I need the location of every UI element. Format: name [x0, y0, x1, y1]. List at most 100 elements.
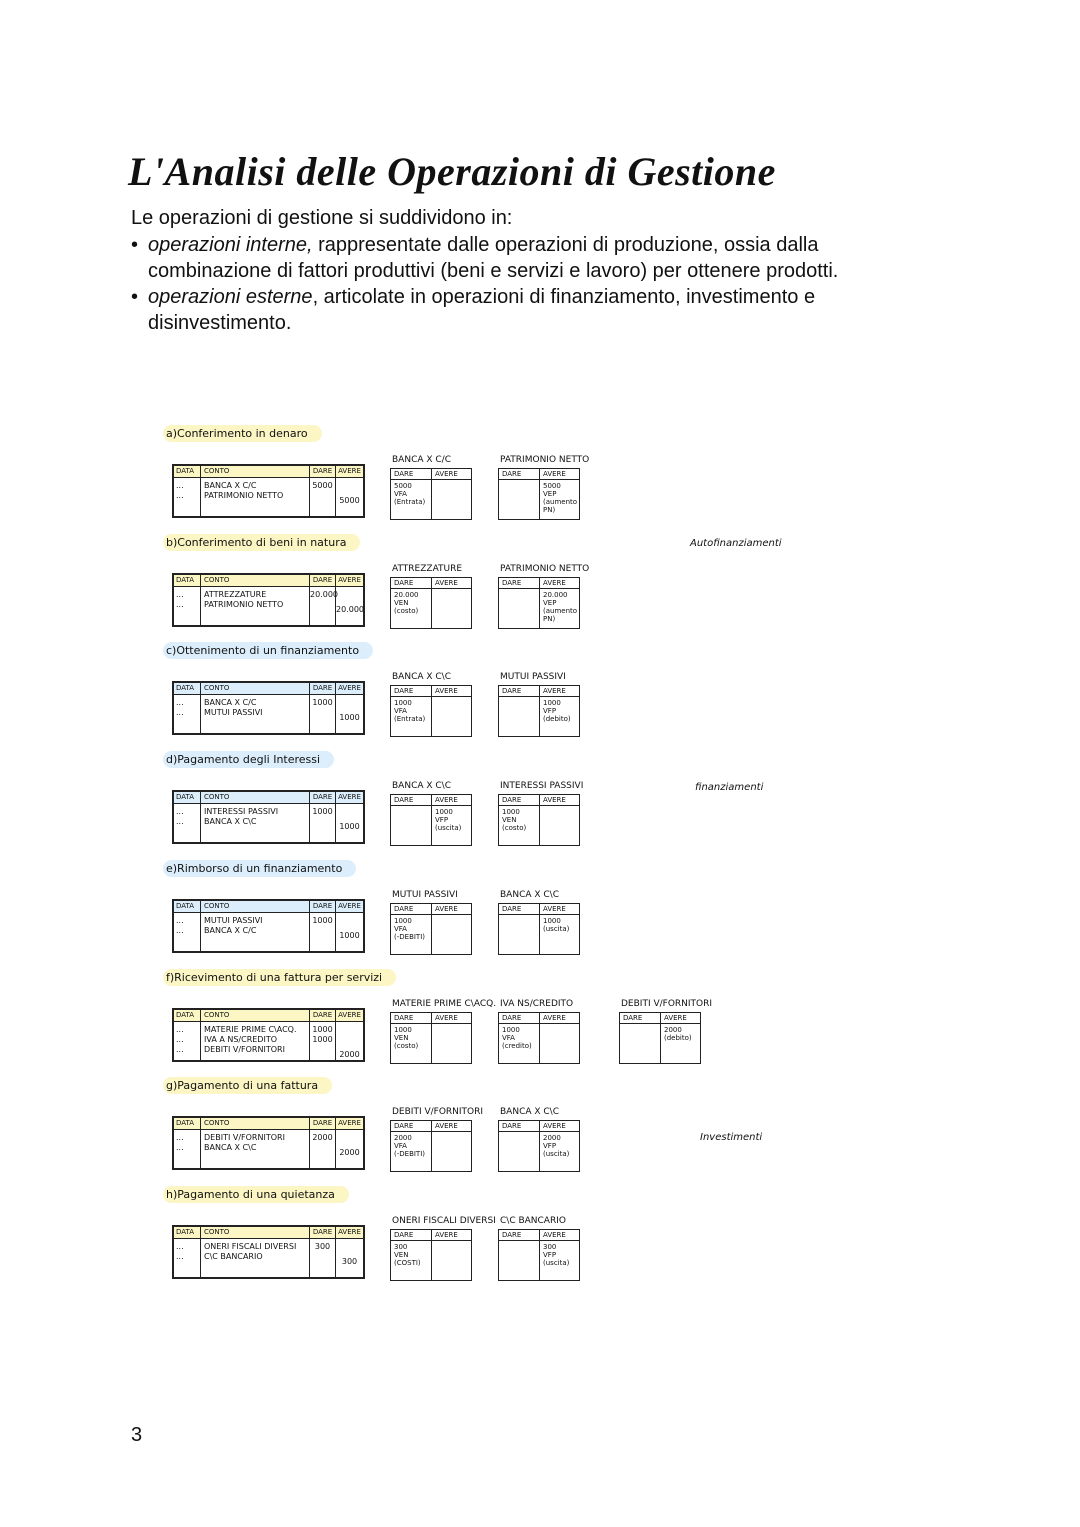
t-account-avere [431, 697, 471, 737]
journal-cell: BANCA X C/C [201, 698, 310, 709]
journal-cell: MATERIE PRIME C\ACQ. [201, 1024, 310, 1035]
t-account-title: ONERI FISCALI DIVERSI [392, 1215, 496, 1226]
t-account-header: DARE AVERE [391, 469, 471, 480]
journal-cell [310, 708, 336, 719]
t-account-header: DARE AVERE [499, 577, 579, 589]
t-account-header-cell: DARE [502, 687, 522, 696]
t-account-entry: VEN [394, 598, 409, 607]
journal-cell [336, 1025, 363, 1035]
t-account-entry: (COSTI) [394, 1258, 421, 1267]
t-account-header: DARE AVERE [499, 795, 579, 807]
bullet-emphasis: operazioni esterne [148, 286, 313, 308]
t-account-title: DEBITI V/FORNITORI [392, 1107, 484, 1118]
t-account-body: 2000 VFP (uscita) [499, 1132, 579, 1172]
t-account-title: PATRIMONIO NETTO [500, 455, 590, 465]
journal-cell: ATTREZZATURE [201, 589, 310, 600]
t-account-avere [539, 1023, 579, 1063]
journal-cell: C\C BANCARIO [201, 1251, 310, 1262]
t-account-header: DARE AVERE [499, 1012, 579, 1024]
journal-header-cell: CONTO [201, 792, 310, 804]
journal-table: DATA CONTO DARE AVERE... MATERIE PRIME C\ACQ… [172, 1007, 365, 1062]
journal-cell: 300 [341, 1256, 358, 1266]
t-account-entry: 1000 [394, 699, 412, 708]
t-account-body: 1000 VFP (uscita) [391, 806, 471, 846]
journal-row: ... BANCA X C\C 1000 [174, 817, 363, 831]
journal-rows: ... MUTUI PASSIVI 1000... BANCA X C/C 1000 [174, 913, 363, 951]
journal-cell: 1000 [310, 1034, 336, 1045]
journal-header-cell: DATA [174, 574, 201, 586]
journal-cell: ... [174, 1034, 201, 1045]
page-number: 3 [131, 1424, 143, 1446]
t-account-avere [431, 1023, 471, 1063]
t-account: DARE AVERE 1000 VFA (-DEBITI) [390, 902, 472, 955]
journal-row: ... BANCA X C/C 1000 [174, 698, 363, 709]
t-account-entry: (-DEBITI) [394, 1150, 426, 1159]
t-account-entry: (-DEBITI) [394, 932, 426, 941]
journal-cell: MUTUI PASSIVI [201, 915, 310, 926]
t-account: DARE AVERE 5000 VFA (Entrata) [390, 468, 472, 520]
t-account-body: 1000 VEN (costo) [499, 806, 579, 846]
journal-header-cell: AVERE [338, 1010, 361, 1019]
t-account-header: DARE AVERE [499, 469, 579, 480]
journal-header-cell: CONTO [201, 574, 310, 586]
journal-cell: PATRIMONIO NETTO [201, 491, 310, 501]
t-account-dare [620, 1024, 660, 1063]
journal-header-cell: DATA [174, 466, 201, 477]
journal-body: ... DEBITI V/FORNITORI 2000... BANCA X C\C 2… [174, 1130, 363, 1169]
t-account-entry: 5000 [394, 482, 412, 490]
t-account-body: 5000 VFA (Entrata) [391, 480, 471, 519]
journal-header-cell: CONTO [201, 1118, 310, 1130]
journal-cell [336, 698, 363, 708]
journal-cell: BANCA X C/C [201, 481, 310, 491]
t-account-entry: 1000 [394, 1025, 412, 1034]
t-account: DARE AVERE 2000 VFP (uscita) [498, 1120, 580, 1173]
journal-cell: 1000 [339, 713, 360, 723]
t-account: DARE AVERE 1000 VEN (costo) [390, 1011, 472, 1064]
journal-header-cell: AVERE [338, 467, 361, 475]
journal-cell: DEBITI V/FORNITORI [201, 1133, 310, 1144]
t-account-header: DARE AVERE [391, 686, 471, 698]
journal-header-cell: CONTO [201, 1226, 310, 1238]
t-account-entry: VEN [394, 1250, 409, 1259]
t-account-header-cell: AVERE [660, 1012, 700, 1023]
journal-table: DATA CONTO DARE AVERE... BANCA X C/C 1000... M… [172, 681, 365, 736]
journal-header-cell: AVERE [338, 575, 361, 584]
t-account-entry: 1000 [502, 1025, 520, 1034]
journal-cell: 1000 [310, 1024, 336, 1035]
t-account: DARE AVERE 300 VEN (COSTI) [390, 1228, 472, 1281]
t-account-dare [391, 806, 431, 845]
journal-header-cell: DARE [310, 1118, 336, 1130]
journal-table: DATA CONTO DARE AVERE... DEBITI V/FORNITORI 2… [172, 1116, 365, 1171]
journal-row: ... MUTUI PASSIVI 1000 [174, 915, 363, 926]
journal-table: DATA CONTO DARE AVERE... ATTREZZATURE 20.000.… [172, 572, 365, 627]
t-account-dare [499, 915, 539, 954]
journal-cell: ... [174, 817, 201, 828]
section-label: h)Pagamento di una quietanza [163, 1185, 349, 1203]
bullet-text: rappresentate dalle operazioni di produz… [148, 234, 839, 282]
t-account-header: DARE AVERE [499, 1121, 579, 1133]
t-account-title: MATERIE PRIME C\ACQ. [392, 998, 497, 1009]
journal-rows: ... ONERI FISCALI DIVERSI 300... C\C BANCAR… [174, 1239, 363, 1277]
journal-header-cell: DARE [310, 683, 336, 695]
t-account-body: 1000 VEN (costo) [391, 1023, 471, 1063]
t-account-header: DARE AVERE [499, 903, 579, 915]
journal-cell: ... [174, 807, 201, 818]
t-account: DARE AVERE 20.000 VEN (costo) [390, 576, 472, 629]
t-account-body: 300 VEN (COSTI) [391, 1240, 471, 1280]
t-account-dare [499, 589, 539, 628]
section-label: d)Pagamento degli Interessi [163, 751, 335, 769]
t-account-entry: 300 [543, 1242, 557, 1251]
t-account-entry: (costo) [502, 824, 527, 833]
t-account: DARE AVERE 2000 VFA (-DEBITI) [390, 1120, 472, 1173]
journal-header-cell: DATA [174, 792, 201, 804]
journal-header-cell: AVERE [338, 793, 361, 802]
t-account-header-cell: DARE [623, 1013, 643, 1022]
t-account-header: DARE AVERE [499, 1229, 579, 1241]
intro: Le operazioni di gestione si suddividono… [131, 207, 513, 229]
t-account-dare: 1000 VFA (-DEBITI) [391, 915, 431, 954]
journal-rows: ... ATTREZZATURE 20.000... PATRIMONIO NETTO… [174, 587, 364, 625]
journal-cell: ... [174, 1143, 201, 1154]
t-account-header-cell: DARE [394, 1013, 414, 1022]
t-account-entry: VFA [394, 707, 407, 716]
t-account-dare: 1000 VFA (credito) [499, 1024, 539, 1063]
